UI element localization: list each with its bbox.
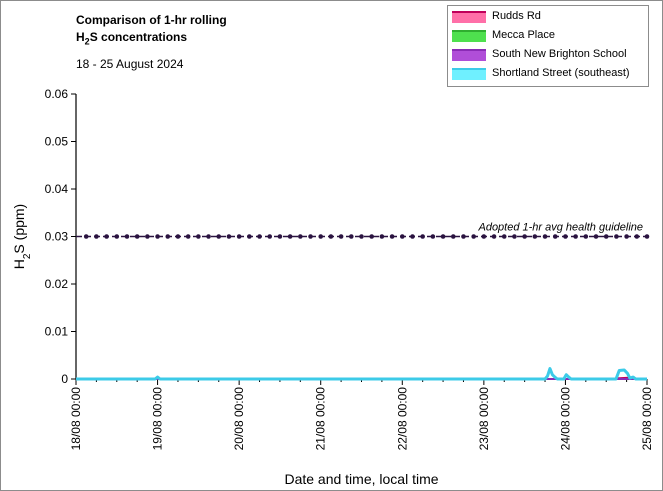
y-tick-label: 0.02 — [45, 277, 69, 291]
chart-title-line-2: H2S concentrations — [76, 29, 227, 50]
guideline-marker — [593, 234, 599, 239]
guideline-marker — [145, 234, 150, 239]
guideline-marker — [267, 234, 273, 239]
guideline-marker — [206, 234, 211, 239]
guideline-marker — [420, 234, 425, 239]
guideline-marker — [430, 234, 436, 239]
x-tick-label: 18/08 00:00 — [69, 387, 83, 451]
guideline-marker — [399, 234, 405, 239]
guideline-marker — [552, 234, 558, 239]
guideline-marker — [542, 234, 548, 239]
legend-swatch-rudds-rd — [452, 11, 486, 23]
guideline-marker — [338, 234, 344, 239]
x-tick-label: 19/08 00:00 — [151, 387, 165, 451]
title-subscript: 2 — [84, 36, 90, 47]
y-tick-label: 0.04 — [45, 182, 69, 196]
guideline-marker — [349, 234, 354, 239]
guideline-marker — [247, 234, 252, 239]
x-axis-label: Date and time, local time — [284, 471, 438, 487]
legend-swatch-shortland-street — [452, 68, 486, 80]
y-tick-label: 0.03 — [45, 230, 69, 244]
guideline-marker — [603, 234, 609, 239]
guideline-marker — [216, 234, 222, 239]
guideline-marker — [124, 234, 130, 239]
legend-label-mecca-place: Mecca Place — [492, 29, 555, 41]
guideline-marker — [522, 234, 527, 239]
guideline-marker — [481, 234, 487, 239]
guideline-marker — [512, 234, 517, 239]
title-rest: S concentrations — [89, 30, 188, 44]
guideline-marker — [165, 234, 171, 239]
x-tick-label: 20/08 00:00 — [232, 387, 246, 451]
guideline-marker — [491, 234, 497, 239]
y-tick-label: 0 — [61, 372, 68, 386]
guideline-marker — [257, 234, 262, 239]
guideline-marker — [573, 234, 578, 239]
legend-swatch-mecca-place — [452, 30, 486, 42]
guideline-marker — [461, 234, 466, 239]
guideline-marker — [318, 234, 324, 239]
guideline-marker — [236, 234, 242, 239]
guideline-marker — [114, 234, 120, 239]
chart-title-block: Comparison of 1-hr rolling H2S concentra… — [76, 12, 227, 72]
guideline-marker — [83, 234, 89, 239]
guideline-marker — [624, 234, 629, 239]
guideline-marker — [389, 234, 395, 239]
guideline-marker — [155, 234, 160, 239]
guideline-marker — [298, 234, 303, 239]
guideline-marker — [471, 234, 476, 239]
guideline-marker — [614, 234, 619, 239]
guideline-marker — [583, 234, 589, 239]
guideline-marker — [196, 234, 201, 239]
guideline-marker — [359, 234, 364, 239]
chart-title-line-1: Comparison of 1-hr rolling — [76, 13, 227, 27]
guideline-marker — [308, 234, 313, 239]
guideline-marker — [563, 234, 568, 239]
guideline-marker — [644, 234, 650, 239]
guideline-marker — [328, 234, 334, 239]
guideline-marker — [287, 234, 293, 239]
guideline-marker — [94, 234, 99, 239]
guideline-marker — [185, 234, 191, 239]
guideline-marker — [226, 234, 232, 239]
guideline-marker — [175, 234, 181, 239]
series-line-shortland-street-southeast — [76, 367, 647, 381]
guideline-marker — [369, 234, 374, 239]
legend-swatch-south-new-brighton — [452, 49, 486, 61]
legend-label-rudds-rd: Rudds Rd — [492, 10, 541, 22]
legend-label-shortland-street: Shortland Street (southeast) — [492, 67, 630, 79]
guideline-marker — [501, 234, 507, 239]
guideline-marker — [410, 234, 415, 239]
guideline-marker — [379, 234, 385, 239]
legend-item-shortland-street: Shortland Street (southeast) — [452, 65, 646, 83]
y-axis-label: H2S (ppm) — [11, 204, 33, 269]
guideline-marker — [450, 234, 456, 239]
legend-item-south-new-brighton: South New Brighton School — [452, 46, 646, 64]
legend-label-south-new-brighton: South New Brighton School — [492, 48, 627, 60]
y-tick-label: 0.06 — [45, 87, 69, 101]
guideline-marker — [532, 234, 538, 239]
guideline-marker — [277, 234, 283, 239]
x-tick-label: 23/08 00:00 — [477, 387, 491, 451]
guideline-marker — [440, 234, 446, 239]
guideline-marker — [104, 234, 109, 239]
y-tick-label: 0.01 — [45, 325, 69, 339]
y-tick-label: 0.05 — [45, 135, 69, 149]
guideline-label: Adopted 1-hr avg health guideline — [477, 222, 643, 234]
x-tick-label: 22/08 00:00 — [395, 387, 409, 451]
title-h: H — [76, 30, 85, 44]
legend-item-mecca-place: Mecca Place — [452, 27, 646, 45]
legend-item-rudds-rd: Rudds Rd — [452, 8, 646, 26]
x-tick-label: 25/08 00:00 — [640, 387, 654, 451]
guideline-marker — [634, 234, 640, 239]
guideline-marker — [134, 234, 140, 239]
chart-subtitle: 18 - 25 August 2024 — [76, 57, 184, 72]
x-tick-label: 24/08 00:00 — [558, 387, 572, 451]
x-tick-label: 21/08 00:00 — [314, 387, 328, 451]
chart-legend: Rudds Rd Mecca Place South New Brighton … — [447, 5, 649, 87]
